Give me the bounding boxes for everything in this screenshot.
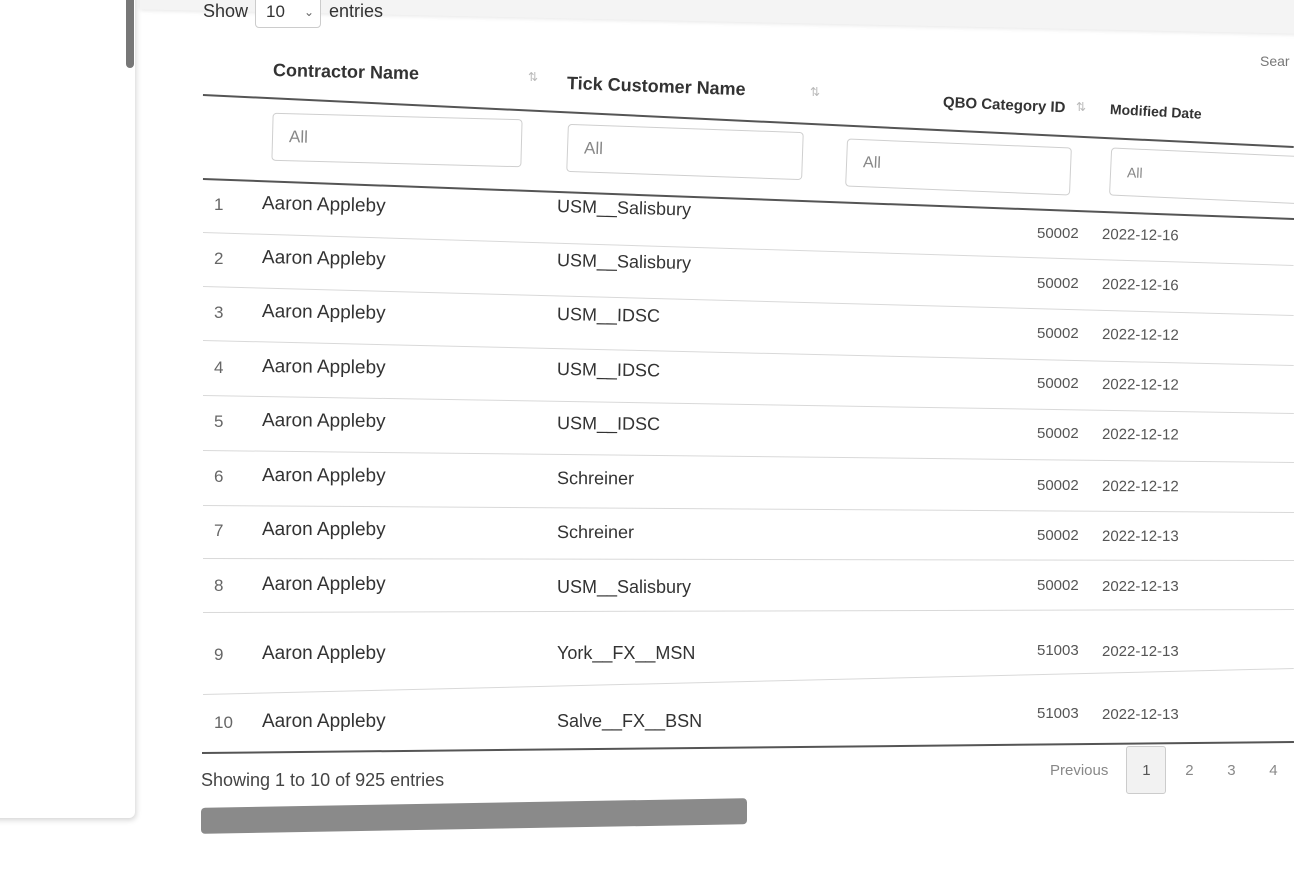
cell-customer: USM__IDSC [556, 413, 661, 435]
cell-contractor: Aaron Appleby [262, 643, 386, 664]
page-button-3[interactable]: 3 [1227, 761, 1236, 779]
cell-contractor: Aaron Appleby [261, 356, 386, 379]
cell-contractor: Aaron Appleby [262, 711, 386, 732]
cell-modified: 2022-12-12 [1101, 426, 1179, 444]
show-label: Show [203, 0, 249, 21]
side-panel-scrollbar[interactable] [126, 0, 134, 68]
row-index: 4 [214, 358, 224, 377]
cell-modified: 2022-12-12 [1101, 478, 1179, 496]
cell-category: 50002 [1037, 527, 1079, 544]
cell-contractor: Aaron Appleby [261, 247, 386, 271]
table-info: Showing 1 to 10 of 925 entries [201, 770, 445, 790]
cell-customer: USM__Salisbury [557, 577, 692, 597]
cell-contractor: Aaron Appleby [261, 193, 386, 217]
cell-contractor: Aaron Appleby [261, 465, 386, 487]
entries-select-value: 10 [266, 2, 285, 21]
cell-category: 50002 [1037, 577, 1079, 594]
row-divider [203, 609, 1294, 613]
cell-contractor: Aaron Appleby [261, 519, 386, 541]
cell-category: 50002 [1037, 375, 1079, 392]
previous-page-button[interactable]: Previous [1050, 761, 1109, 779]
cell-category: 50002 [1037, 425, 1079, 442]
entries-label: entries [329, 0, 384, 21]
cell-modified: 2022-12-13 [1101, 528, 1179, 546]
cell-category: 50002 [1037, 325, 1079, 342]
cell-customer: USM__IDSC [556, 359, 661, 381]
page-button-1[interactable]: 1 [1126, 746, 1167, 794]
cell-modified: 2022-12-13 [1102, 578, 1179, 595]
cell-modified: 2022-12-13 [1102, 706, 1179, 723]
row-divider [203, 668, 1294, 695]
cell-customer: Salve__FX__BSN [557, 711, 703, 731]
filter-customer[interactable]: All [566, 123, 804, 181]
entries-select[interactable]: 10 ⌄ [255, 0, 322, 28]
cell-category: 50002 [1037, 275, 1079, 292]
row-index: 3 [214, 303, 224, 322]
column-header-category[interactable]: QBO Category ID [942, 94, 1066, 117]
column-header-contractor[interactable]: Contractor Name [272, 60, 420, 84]
side-panel [0, 0, 135, 818]
sort-icon[interactable]: ⇅ [1076, 100, 1087, 114]
filter-contractor[interactable]: All [271, 112, 523, 168]
row-divider [202, 505, 1294, 513]
cell-category: 51003 [1037, 705, 1079, 722]
row-index: 8 [214, 576, 224, 595]
row-index: 1 [214, 195, 224, 214]
cell-customer: Schreiner [556, 522, 635, 543]
cell-customer: York__FX__MSN [557, 643, 696, 663]
filter-category[interactable]: All [845, 138, 1072, 196]
row-index: 10 [214, 713, 233, 732]
row-index: 5 [214, 412, 224, 431]
length-control: Show 10 ⌄ entries [203, 0, 383, 28]
cell-contractor: Aaron Appleby [261, 301, 386, 324]
cell-contractor: Aaron Appleby [261, 410, 386, 433]
cell-customer: USM__Salisbury [556, 196, 692, 220]
row-index: 9 [214, 645, 224, 664]
search-label: Sear [1260, 53, 1290, 69]
cell-customer: USM__Salisbury [556, 250, 692, 274]
sort-icon[interactable]: ⇅ [528, 70, 539, 84]
cell-modified: 2022-12-16 [1101, 226, 1179, 245]
cell-modified: 2022-12-12 [1101, 376, 1179, 394]
chevron-down-icon: ⌄ [303, 5, 315, 19]
cell-contractor: Aaron Appleby [262, 574, 386, 595]
column-header-customer[interactable]: Tick Customer Name [566, 73, 746, 100]
cell-category: 51003 [1037, 642, 1079, 659]
cell-modified: 2022-12-13 [1102, 643, 1179, 660]
row-divider [202, 450, 1294, 463]
row-index: 7 [214, 521, 224, 540]
filter-modified[interactable]: All [1109, 147, 1294, 205]
cell-category: 50002 [1037, 477, 1079, 494]
cell-category: 50002 [1037, 225, 1079, 242]
row-index: 6 [214, 467, 224, 486]
pagination: Previous 1 2 3 4 [1050, 746, 1294, 794]
page-button-2[interactable]: 2 [1185, 761, 1194, 779]
cell-modified: 2022-12-12 [1101, 326, 1179, 345]
row-divider [202, 558, 1294, 561]
cell-customer: USM__IDSC [556, 304, 661, 326]
cell-customer: Schreiner [556, 468, 635, 489]
sort-icon[interactable]: ⇅ [810, 85, 821, 99]
column-header-modified[interactable]: Modified Date [1109, 101, 1203, 122]
row-index: 2 [214, 249, 224, 268]
page-button-4[interactable]: 4 [1269, 761, 1278, 779]
cell-modified: 2022-12-16 [1101, 276, 1179, 295]
